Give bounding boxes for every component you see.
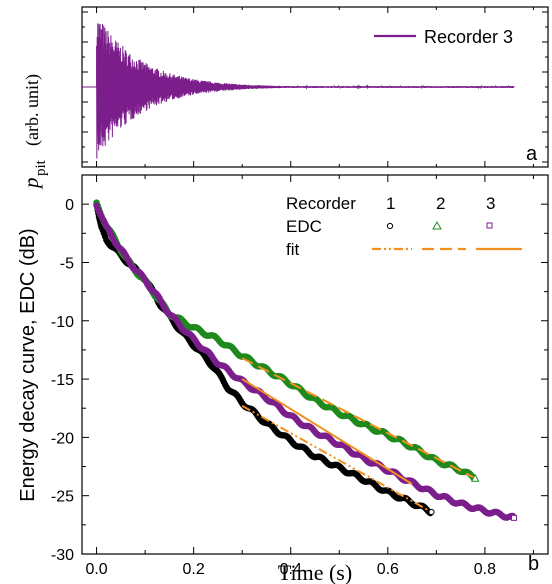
ytick-label: -5 — [60, 255, 74, 272]
ytick-label: 0 — [65, 197, 74, 214]
legend-fit-label: fit — [286, 240, 300, 259]
ytick-label: -25 — [51, 489, 74, 506]
panel-a-ylabel-unit: (arb. unit) — [22, 74, 43, 146]
panel-b: 0.0 0.2 0.4 0.6 0.80-5-10-15-20-25-30 Record… — [17, 175, 548, 584]
panel-a-ylabel-main: p — [19, 178, 43, 191]
panel-a-ylabel-sub: pit — [33, 159, 49, 176]
panel-a-ylabel: p pit (arb. unit) — [19, 74, 49, 190]
panel-b-label: b — [528, 553, 539, 575]
panel-a-label: a — [526, 143, 538, 165]
panel-a: Recorder 3 a p pit (arb. unit) — [19, 7, 548, 190]
x-axis-label: Time (s) — [278, 560, 352, 584]
xtick-label: 0.2 — [183, 561, 205, 578]
legend-column-2: 2 — [436, 194, 445, 213]
legend-edc-label: EDC — [286, 217, 322, 236]
legend-header-label: Recorder — [286, 194, 356, 213]
ytick-label: -15 — [51, 372, 74, 389]
y-axis-label: Energy decay curve, EDC (dB) — [17, 228, 39, 501]
ytick-label: -30 — [51, 547, 74, 564]
xtick-label: 0.0 — [85, 561, 107, 578]
xtick-label: 0.6 — [377, 561, 399, 578]
legend-column-1: 1 — [386, 194, 395, 213]
xtick-label: 0.8 — [474, 561, 496, 578]
ytick-label: -10 — [51, 314, 74, 331]
edc-end-marker-3 — [512, 515, 517, 520]
legend-column-3: 3 — [486, 194, 495, 213]
ytick-label: -20 — [51, 430, 74, 447]
legend-recorder-3-label: Recorder 3 — [424, 27, 513, 47]
edc-end-marker-1 — [429, 509, 434, 514]
